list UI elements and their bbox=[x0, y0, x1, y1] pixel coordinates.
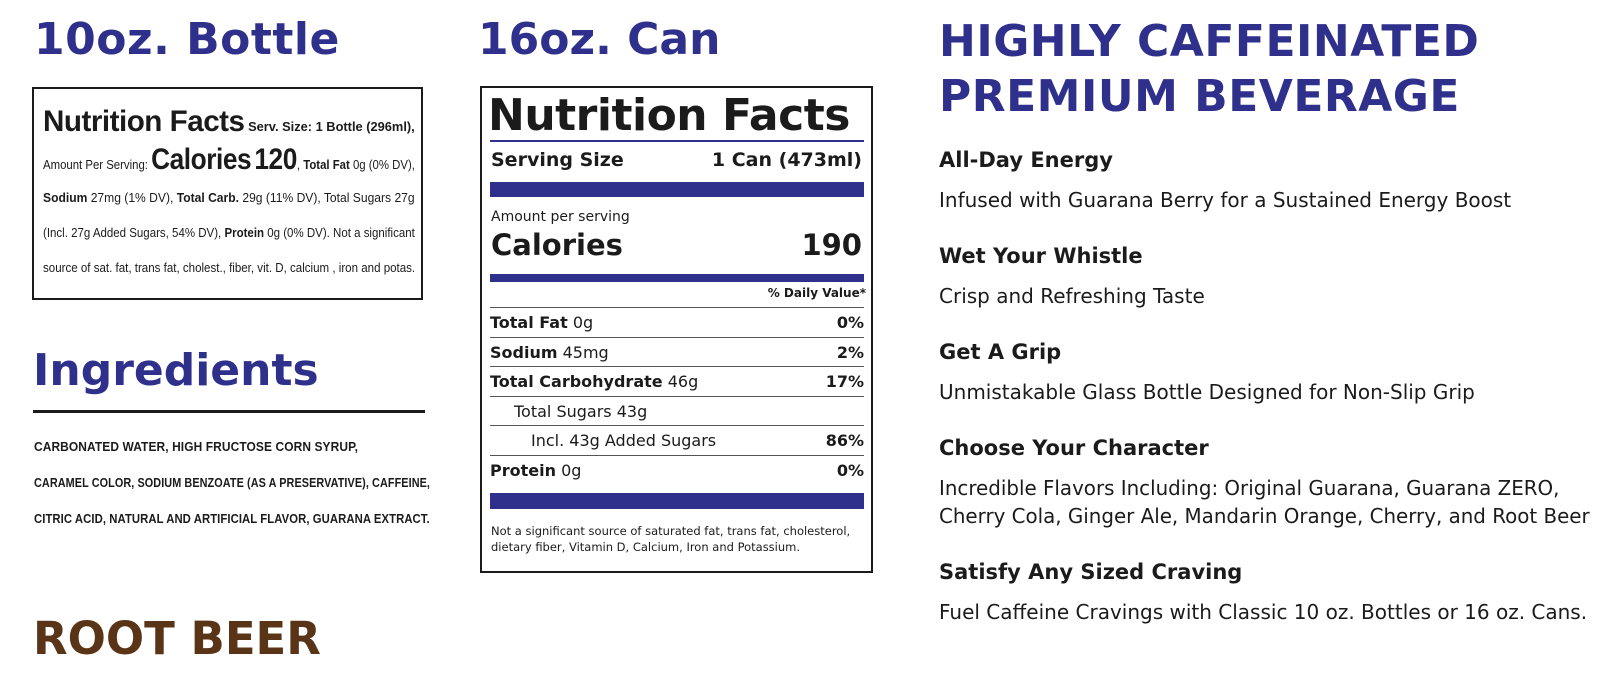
can-label-heading: Nutrition Facts bbox=[488, 90, 850, 141]
can-amount-per-serving: Amount per serving bbox=[491, 209, 630, 225]
feature-desc-line: Infused with Guarana Berry for a Sustain… bbox=[939, 188, 1512, 212]
can-label-bar bbox=[490, 493, 864, 509]
bottle-label-line-4: (Incl. 27g Added Sugars, 54% DV), Protei… bbox=[43, 225, 415, 240]
nutrient-amount: 0g bbox=[572, 313, 594, 332]
nutrient-row: Sodium 45mg 2% bbox=[490, 336, 864, 367]
can-label-bar bbox=[490, 182, 864, 197]
ingredients-line-2: CARAMEL COLOR, SODIUM BENZOATE (AS A PRE… bbox=[34, 475, 431, 490]
feature-desc-choose-your-character: Incredible Flavors Including: Original G… bbox=[939, 474, 1590, 530]
bottle-serving-size: Serv. Size: 1 Bottle (296ml), bbox=[248, 119, 415, 134]
main-heading-line-1: HIGHLY CAFFEINATED bbox=[939, 16, 1480, 67]
nutrient-daily-value: 2% bbox=[836, 342, 864, 362]
can-label-bar bbox=[490, 274, 864, 282]
feature-title-wet-your-whistle: Wet Your Whistle bbox=[939, 244, 1143, 268]
feature-title-all-day-energy: All-Day Energy bbox=[939, 148, 1113, 172]
bottle-total-fat-label: Total Fat bbox=[303, 157, 350, 172]
can-calories-value: 190 bbox=[801, 228, 862, 262]
bottle-sodium-label: Sodium bbox=[43, 190, 88, 205]
can-label-footnote: Not a significant source of saturated fa… bbox=[491, 524, 851, 554]
feature-title-get-a-grip: Get A Grip bbox=[939, 340, 1062, 364]
can-title: 16oz. Can bbox=[478, 14, 721, 65]
bottle-label-footnote: source of sat. fat, trans fat, cholest.,… bbox=[43, 260, 416, 275]
nutrient-daily-value: 0% bbox=[836, 313, 864, 332]
main-heading: HIGHLY CAFFEINATED PREMIUM BEVERAGE bbox=[939, 14, 1479, 124]
nutrient-daily-value: 0% bbox=[836, 460, 864, 480]
nutrient-name: Total Carbohydrate bbox=[490, 372, 663, 391]
ingredients-line-1: CARBONATED WATER, HIGH FRUCTOSE CORN SYR… bbox=[34, 439, 359, 454]
ingredients-title: Ingredients bbox=[33, 345, 319, 396]
can-nutrition-label: Nutrition Facts Serving Size 1 Can (473m… bbox=[480, 86, 873, 573]
can-daily-value-header: % Daily Value* bbox=[767, 286, 866, 300]
can-serving-size-label: Serving Size bbox=[491, 149, 624, 171]
feature-desc-get-a-grip: Unmistakable Glass Bottle Designed for N… bbox=[939, 378, 1475, 406]
bottle-added-sugars: (Incl. 27g Added Sugars, 54% DV), bbox=[43, 225, 222, 240]
bottle-calories-value: 120 bbox=[254, 143, 297, 176]
bottle-label-line-2: Amount Per Serving: Calories 120, Total … bbox=[43, 143, 415, 176]
can-label-rule bbox=[490, 140, 864, 142]
feature-desc-wet-your-whistle: Crisp and Refreshing Taste bbox=[939, 282, 1205, 310]
bottle-carb-value: 29g (11% DV), Total Sugars 27g bbox=[242, 190, 415, 205]
bottle-protein-label: Protein bbox=[224, 225, 265, 240]
bottle-nutrition-label: Nutrition Facts Serv. Size: 1 Bottle (29… bbox=[32, 87, 423, 300]
nutrient-amount: Total Sugars 43g bbox=[514, 401, 648, 421]
feature-desc-line: Fuel Caffeine Cravings with Classic 10 o… bbox=[939, 600, 1588, 624]
nutrient-name: Total Fat bbox=[490, 313, 568, 332]
nutrient-name: Protein bbox=[490, 460, 556, 480]
feature-desc-line: Cherry Cola, Ginger Ale, Mandarin Orange… bbox=[939, 504, 1590, 528]
nutrient-amount: 46g bbox=[667, 372, 699, 391]
nutrient-amount: 0g bbox=[561, 460, 582, 480]
feature-desc-line: Crisp and Refreshing Taste bbox=[939, 284, 1205, 308]
feature-title-satisfy-any-sized-craving: Satisfy Any Sized Craving bbox=[939, 560, 1243, 584]
nutrient-row: Total Sugars 43g bbox=[490, 395, 864, 426]
bottle-title: 10oz. Bottle bbox=[34, 14, 340, 65]
feature-desc-satisfy-any-sized-craving: Fuel Caffeine Cravings with Classic 10 o… bbox=[939, 598, 1587, 626]
nutrient-row: Total Fat 0g 0% bbox=[490, 307, 864, 337]
nutrient-daily-value: 86% bbox=[825, 431, 864, 450]
ingredients-divider bbox=[33, 410, 425, 413]
can-nutrient-rows: Total Fat 0g 0% Sodium 45mg 2% Total Car… bbox=[490, 307, 864, 484]
bottle-carb-label: Total Carb. bbox=[176, 190, 239, 205]
bottle-label-line-3: Sodium 27mg (1% DV), Total Carb. 29g (11… bbox=[43, 190, 415, 205]
ingredients-line-3: CITRIC ACID, NATURAL AND ARTIFICIAL FLAV… bbox=[34, 511, 430, 526]
can-serving-size-value: 1 Can (473ml) bbox=[711, 149, 862, 171]
main-heading-line-2: PREMIUM BEVERAGE bbox=[939, 71, 1460, 122]
feature-desc-all-day-energy: Infused with Guarana Berry for a Sustain… bbox=[939, 186, 1511, 214]
nutrient-row: Incl. 43g Added Sugars 86% bbox=[490, 425, 864, 455]
nutrient-row: Protein 0g 0% bbox=[490, 454, 864, 485]
bottle-sodium-value: 27mg (1% DV), bbox=[90, 190, 174, 205]
feature-desc-line: Incredible Flavors Including: Original G… bbox=[939, 476, 1560, 500]
can-calories-label: Calories bbox=[491, 228, 623, 262]
nutrient-amount: Incl. 43g Added Sugars bbox=[531, 431, 717, 450]
bottle-amount-per-serving: Amount Per Serving: bbox=[43, 157, 148, 172]
nutrient-daily-value: 17% bbox=[825, 372, 864, 391]
bottle-label-line-1: Nutrition Facts Serv. Size: 1 Bottle (29… bbox=[43, 105, 415, 139]
bottle-total-fat-value: 0g (0% DV), bbox=[352, 157, 415, 172]
bottle-label-heading: Nutrition Facts bbox=[43, 105, 245, 138]
nutrient-amount: 45mg bbox=[562, 342, 609, 362]
feature-desc-line: Unmistakable Glass Bottle Designed for N… bbox=[939, 380, 1475, 404]
flavor-name: ROOT BEER bbox=[33, 612, 321, 665]
bottle-calories-word: Calories bbox=[151, 143, 252, 176]
feature-title-choose-your-character: Choose Your Character bbox=[939, 436, 1209, 460]
bottle-protein-value: 0g (0% DV). Not a significant bbox=[267, 225, 415, 240]
nutrient-name: Sodium bbox=[490, 342, 558, 362]
nutrient-row: Total Carbohydrate 46g 17% bbox=[490, 366, 864, 396]
